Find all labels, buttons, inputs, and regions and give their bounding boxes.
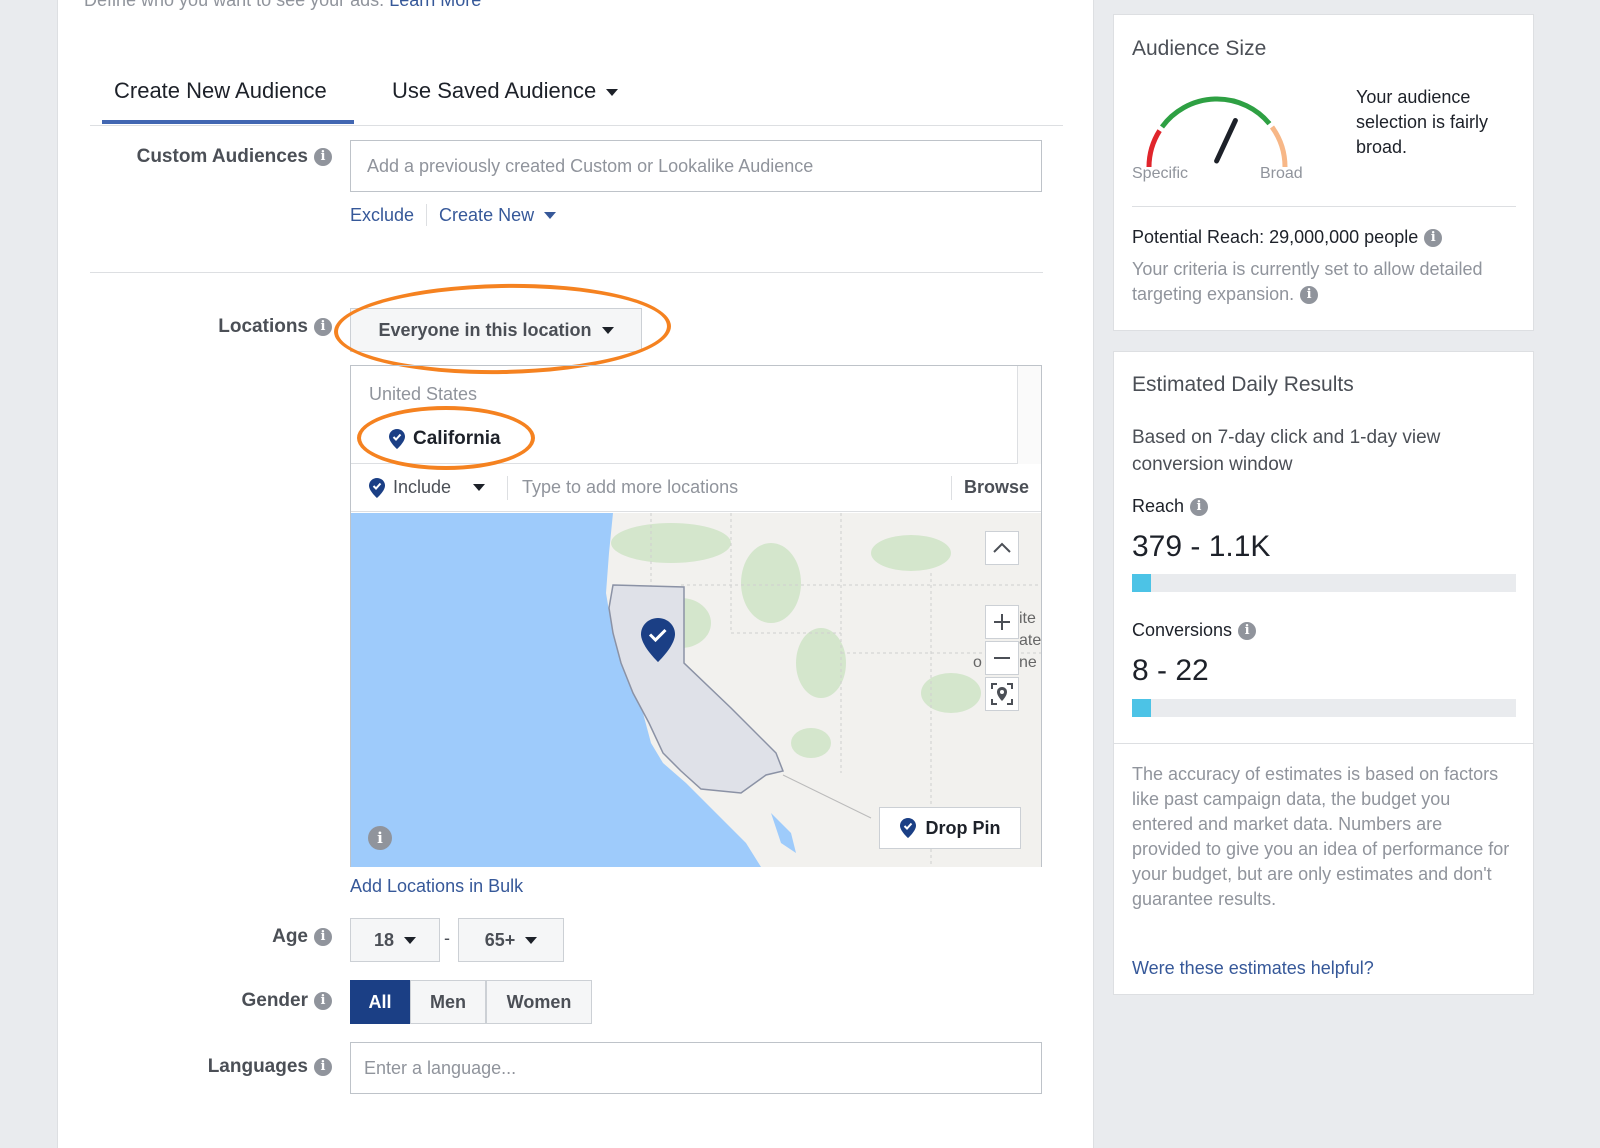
info-icon[interactable]: i xyxy=(1424,229,1443,248)
info-icon[interactable]: i xyxy=(1190,498,1209,517)
locate-icon xyxy=(991,683,1013,705)
plus-icon xyxy=(994,614,1010,630)
chevron-up-icon xyxy=(993,542,1011,553)
location-country: United States xyxy=(369,384,478,404)
language-input[interactable]: Enter a language... xyxy=(350,1042,1042,1094)
age-min-dropdown[interactable]: 18 xyxy=(350,918,440,962)
section-intro: Define who you want to see your ads. Lea… xyxy=(84,0,481,11)
scrollbar[interactable] xyxy=(1017,366,1041,464)
gender-selector: All Men Women xyxy=(350,980,592,1024)
conversions-bar-fill xyxy=(1132,699,1152,717)
audience-gauge xyxy=(1146,96,1288,168)
minus-icon xyxy=(994,657,1010,659)
info-icon[interactable]: i xyxy=(368,826,392,850)
divider xyxy=(426,204,428,226)
gender-option-all[interactable]: All xyxy=(350,980,410,1024)
info-icon[interactable]: i xyxy=(1300,286,1319,305)
conversion-window-note: Based on 7-day click and 1-day view conv… xyxy=(1132,427,1441,475)
card-divider xyxy=(1132,206,1516,207)
location-search-input[interactable]: Type to add more locations xyxy=(507,475,951,500)
pin-icon xyxy=(369,477,385,498)
languages-label: Languages i xyxy=(72,1056,332,1078)
tab-create-new-audience[interactable]: Create New Audience xyxy=(114,78,327,103)
selected-locations-list: United States California xyxy=(351,366,1041,464)
browse-button[interactable]: Browse xyxy=(950,475,1041,500)
add-locations-bulk-link[interactable]: Add Locations in Bulk xyxy=(350,876,524,896)
exclude-link[interactable]: Exclude xyxy=(350,204,415,225)
chevron-down-icon xyxy=(404,936,417,944)
location-item-california[interactable]: California xyxy=(389,428,501,450)
info-icon[interactable]: i xyxy=(314,147,332,166)
section-divider xyxy=(90,272,1043,273)
gauge-specific-label: Specific xyxy=(1132,165,1189,182)
info-icon[interactable]: i xyxy=(1238,622,1257,641)
info-icon[interactable]: i xyxy=(314,1057,332,1076)
gauge-broad-label: Broad xyxy=(1260,165,1303,182)
info-icon[interactable]: i xyxy=(314,991,332,1010)
location-map[interactable]: ite ate o ne i Drop Pin xyxy=(351,513,1041,867)
conversions-value: 8 - 22 xyxy=(1132,654,1209,687)
accuracy-note: The accuracy of estimates is based on fa… xyxy=(1132,764,1510,909)
location-type-dropdown[interactable]: Everyone in this location xyxy=(350,308,642,352)
chevron-down-icon xyxy=(473,484,486,491)
gender-option-women[interactable]: Women xyxy=(486,980,592,1024)
tabs-divider xyxy=(90,125,1063,126)
daily-results-title: Estimated Daily Results xyxy=(1132,373,1354,396)
pin-icon xyxy=(899,818,916,838)
svg-text:ne: ne xyxy=(1019,654,1037,671)
include-dropdown[interactable]: Include xyxy=(351,477,507,498)
reach-bar-fill xyxy=(1132,574,1152,592)
age-label: Age i xyxy=(72,926,332,948)
drop-pin-button[interactable]: Drop Pin xyxy=(879,807,1021,849)
locate-button[interactable] xyxy=(985,677,1019,711)
pin-icon xyxy=(389,429,405,449)
chevron-down-icon xyxy=(606,88,619,96)
reach-label: Reach i xyxy=(1132,496,1209,517)
create-new-link[interactable]: Create New xyxy=(439,205,557,226)
locations-label: Locations i xyxy=(72,316,332,338)
audience-panel: Define who you want to see your ads. Lea… xyxy=(57,0,1094,1148)
zoom-out-button[interactable] xyxy=(985,641,1019,675)
zoom-in-button[interactable] xyxy=(985,605,1019,639)
audience-description: Your audience selection is fairly broad. xyxy=(1356,87,1489,157)
daily-results-card: Estimated Daily Results Based on 7-day c… xyxy=(1113,351,1534,995)
gender-option-men[interactable]: Men xyxy=(410,980,486,1024)
custom-audiences-label: Custom Audiences i xyxy=(72,146,332,168)
location-input-row: Include Type to add more locations Brows… xyxy=(351,464,1041,512)
active-tab-indicator xyxy=(102,120,354,124)
expansion-note: Your criteria is currently set to allow … xyxy=(1132,259,1483,305)
location-selector: United States California Include Type to… xyxy=(350,365,1042,867)
chevron-down-icon xyxy=(601,326,614,334)
card-divider xyxy=(1114,743,1533,744)
map-collapse-button[interactable] xyxy=(985,531,1019,565)
tab-use-saved-audience[interactable]: Use Saved Audience xyxy=(392,78,619,104)
age-separator: - xyxy=(444,928,450,948)
estimates-feedback-link[interactable]: Were these estimates helpful? xyxy=(1132,958,1374,978)
audience-size-card: Audience Size Specific Broad Your audien… xyxy=(1113,14,1534,331)
svg-text:o: o xyxy=(973,654,982,671)
audience-size-title: Audience Size xyxy=(1132,37,1267,60)
learn-more-link[interactable]: Learn More xyxy=(389,0,482,10)
potential-reach: Potential Reach: 29,000,000 people i xyxy=(1132,227,1443,248)
reach-value: 379 - 1.1K xyxy=(1132,530,1271,563)
conversions-bar xyxy=(1132,699,1516,717)
reach-bar xyxy=(1132,574,1516,592)
chevron-down-icon xyxy=(544,212,557,220)
age-max-dropdown[interactable]: 65+ xyxy=(458,918,564,962)
custom-audience-actions: Exclude Create New xyxy=(350,204,557,226)
svg-text:ite: ite xyxy=(1019,610,1036,627)
info-icon[interactable]: i xyxy=(314,317,332,336)
info-icon[interactable]: i xyxy=(314,927,332,946)
conversions-label: Conversions i xyxy=(1132,620,1257,641)
chevron-down-icon xyxy=(525,936,538,944)
svg-text:ate: ate xyxy=(1019,632,1041,649)
gender-label: Gender i xyxy=(72,990,332,1012)
custom-audience-input[interactable]: Add a previously created Custom or Looka… xyxy=(350,140,1042,192)
